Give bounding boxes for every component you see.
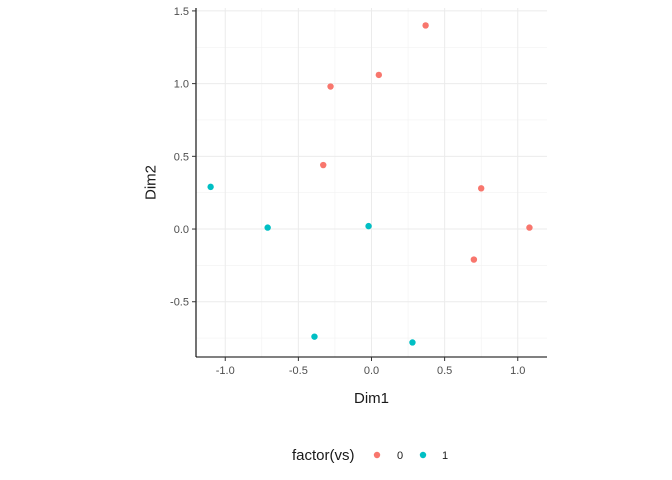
data-point-series-0 [320, 161, 327, 169]
x-tick-label: 0.5 [437, 365, 452, 377]
major-gridlines [196, 8, 547, 357]
data-point-series-0 [327, 83, 334, 90]
data-point-series-1 [311, 333, 318, 340]
y-tick-label: 1.0 [174, 79, 189, 91]
data-point-series-0 [477, 185, 485, 192]
x-tick-label: 1.0 [510, 365, 525, 377]
y-axis-title: Dim2 [142, 165, 159, 200]
x-axis-ticks: -1.0 -0.5 0.0 0.5 1.0 [216, 357, 525, 377]
legend-label-0: 0 [397, 450, 403, 462]
y-tick-label: 0.5 [174, 151, 189, 163]
legend-key-1 [419, 451, 427, 459]
data-point-series-1 [264, 224, 271, 231]
x-axis-title: Dim1 [354, 390, 389, 407]
data-point-series-0 [470, 256, 478, 263]
data-point-series-0 [422, 22, 429, 29]
x-tick-label: -1.0 [216, 365, 235, 377]
y-tick-label: 0.0 [174, 224, 189, 236]
x-tick-label: -0.5 [289, 365, 308, 377]
x-tick-label: 0.0 [364, 365, 379, 377]
data-point-series-1 [207, 183, 214, 191]
data-point-series-0 [375, 71, 383, 79]
legend-title: factor(vs) [292, 447, 355, 464]
legend-key-0 [373, 451, 381, 459]
data-point-series-1 [409, 339, 416, 346]
legend-label-1: 1 [442, 450, 448, 462]
data-point-series-0 [526, 224, 533, 231]
y-tick-label: -0.5 [170, 297, 189, 309]
y-axis-ticks: -0.5 0.0 0.5 1.0 1.5 [170, 6, 196, 309]
data-points [207, 22, 533, 346]
y-tick-label: 1.5 [174, 6, 189, 18]
legend: factor(vs) 0 1 [292, 447, 448, 464]
data-point-series-1 [365, 222, 372, 230]
